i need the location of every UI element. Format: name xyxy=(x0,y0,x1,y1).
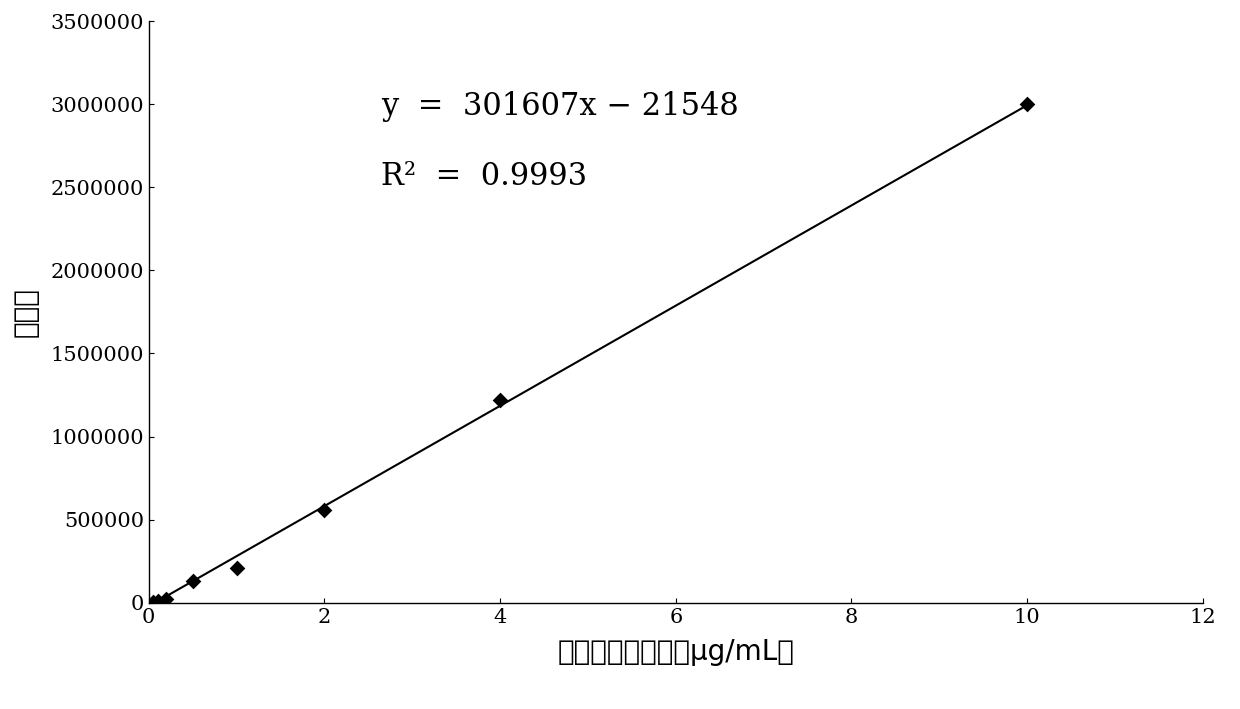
Point xyxy=(182,576,202,587)
Point xyxy=(148,595,167,606)
Point xyxy=(1017,99,1037,110)
Point xyxy=(227,562,247,574)
X-axis label: 标准溶液浓度　（μg/mL）: 标准溶液浓度 （μg/mL） xyxy=(557,637,795,666)
Point xyxy=(490,394,510,406)
Text: R²  =  0.9993: R² = 0.9993 xyxy=(381,161,587,192)
Point xyxy=(144,596,164,608)
Text: y  =  301607x − 21548: y = 301607x − 21548 xyxy=(381,91,739,122)
Point xyxy=(156,593,176,605)
Y-axis label: 峰面积: 峰面积 xyxy=(11,287,40,337)
Point xyxy=(315,504,335,515)
